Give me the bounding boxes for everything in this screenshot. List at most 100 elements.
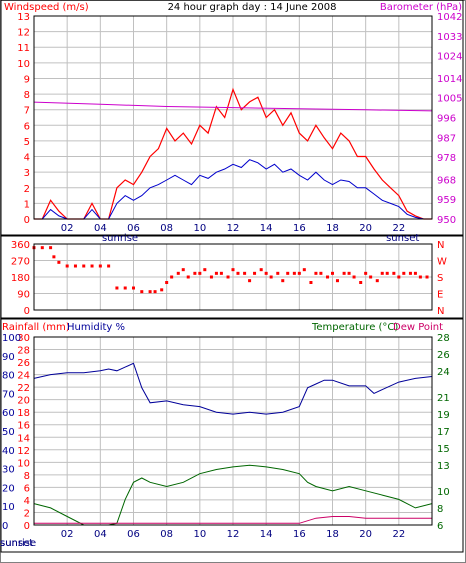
direction-compass-label: E xyxy=(437,290,443,301)
rainfall-tick-label: 18 xyxy=(17,408,30,419)
direction-point xyxy=(140,290,144,294)
temp-x-tick-labels: 02 04 06 08 10 12 14 16 18 20 22 xyxy=(61,529,405,540)
direction-degree-label: 90 xyxy=(17,290,30,301)
wind-tick-label: 5 xyxy=(24,137,30,148)
rainfall-tick-label: 4 xyxy=(24,496,30,507)
temp-x-tick-label: 06 xyxy=(127,529,140,540)
windspeed-axis-label: Windspeed (m/s) xyxy=(4,2,89,13)
wind-tick-label: 9 xyxy=(24,74,30,85)
direction-point xyxy=(123,286,127,290)
direction-series xyxy=(32,246,429,294)
direction-point xyxy=(347,271,351,275)
direction-degree-labels: 360 270 180 90 0 xyxy=(11,240,30,317)
rainfall-tick-label: 24 xyxy=(17,371,30,382)
rainfall-tick-label: 30 xyxy=(17,333,30,344)
temp-x-tick-label: 22 xyxy=(392,529,405,540)
barometer-tick-label: 978 xyxy=(437,153,456,164)
direction-point xyxy=(385,271,389,275)
barometer-tick-label: 1014 xyxy=(437,74,462,85)
wind-x-tick-label: 10 xyxy=(193,223,206,234)
direction-point xyxy=(82,264,86,268)
temperature-tick-label: 17 xyxy=(437,427,450,438)
wind-tick-label: 12 xyxy=(17,28,30,39)
temp-x-tick-label: 08 xyxy=(160,529,173,540)
direction-point xyxy=(364,271,368,275)
wind-x-tick-label: 22 xyxy=(392,223,405,234)
humidity-line xyxy=(33,362,433,415)
temp-x-tick-label: 04 xyxy=(94,529,107,540)
humidity-tick-label: 10 xyxy=(2,502,15,513)
direction-point xyxy=(115,286,119,290)
humidity-tick-label: 70 xyxy=(2,389,15,400)
barometer-axis-label: Barometer (hPa) xyxy=(380,2,462,13)
direction-point xyxy=(397,275,401,279)
direction-point xyxy=(359,281,363,284)
direction-point xyxy=(132,286,135,290)
direction-compass-label: N xyxy=(437,240,444,251)
barometer-tick-label: 950 xyxy=(437,215,456,226)
barometer-tick-label: 1042 xyxy=(437,12,462,23)
barometer-tick-label: 968 xyxy=(437,175,456,186)
rainfall-tick-label: 22 xyxy=(17,383,30,394)
direction-point xyxy=(309,281,313,284)
direction-compass-label: N xyxy=(437,306,444,317)
humidity-tick-label: 20 xyxy=(2,483,15,494)
direction-point xyxy=(331,271,334,275)
wind-x-tick-label: 12 xyxy=(227,223,240,234)
direction-point xyxy=(170,275,174,279)
barometer-tick-label: 1005 xyxy=(437,94,462,105)
temperature-tick-label: 26 xyxy=(437,350,450,361)
middle-panel-frame xyxy=(0,235,464,319)
top-panel-frame xyxy=(0,0,464,236)
direction-point xyxy=(219,271,223,275)
chart-title: 24 hour graph day : 14 June 2008 xyxy=(168,2,337,13)
wind-tick-label: 3 xyxy=(24,168,30,179)
rainfall-tick-label: 12 xyxy=(17,446,30,457)
direction-degree-label: 180 xyxy=(11,273,30,284)
direction-point xyxy=(226,275,230,279)
direction-point xyxy=(292,271,296,275)
wind-tick-label: 2 xyxy=(24,184,30,195)
wind-tick-label: 10 xyxy=(17,59,30,70)
direction-compass-label: W xyxy=(437,257,447,268)
temperature-tick-label: 8 xyxy=(437,504,443,515)
direction-point xyxy=(181,268,185,272)
direction-point xyxy=(259,268,263,272)
temp-x-tick-label: 18 xyxy=(326,529,339,540)
barometer-tick-label: 1033 xyxy=(437,32,462,43)
temp-x-tick-label: 12 xyxy=(227,529,240,540)
direction-point xyxy=(165,281,169,284)
direction-point xyxy=(253,271,257,275)
direction-point xyxy=(90,264,94,268)
humidity-tick-label: 50 xyxy=(2,427,15,438)
direction-point xyxy=(209,275,213,279)
direction-point xyxy=(319,271,323,275)
direction-point xyxy=(302,268,306,272)
humidity-tick-label: 80 xyxy=(2,371,15,382)
temp-x-tick-label: 10 xyxy=(193,529,206,540)
wind-x-tick-label: 06 xyxy=(127,223,140,234)
wind-tick-label: 13 xyxy=(17,12,30,23)
wind-x-tick-label: 16 xyxy=(293,223,306,234)
wind-tick-label: 1 xyxy=(24,199,30,210)
temperature-tick-label: 6 xyxy=(437,521,443,532)
barometer-tick-label: 996 xyxy=(437,114,456,125)
barometer-tick-label: 959 xyxy=(437,195,456,206)
rainfall-tick-label: 8 xyxy=(24,471,30,482)
rainfall-axis-label: Rainfall (mm) xyxy=(2,322,70,333)
humidity-tick-label: 90 xyxy=(2,352,15,363)
direction-point xyxy=(153,290,157,294)
temp-sunrise-label: sunrise xyxy=(0,538,36,549)
direction-point xyxy=(186,275,190,279)
wind-tick-label: 7 xyxy=(24,106,30,117)
wind-sunrise-label: sunrise xyxy=(102,233,138,244)
direction-point xyxy=(107,264,111,268)
direction-point xyxy=(40,246,44,250)
temp-sunset-label: sunset xyxy=(0,538,33,549)
wind-tick-label: 11 xyxy=(17,43,30,54)
wind-x-tick-label: 02 xyxy=(61,223,74,234)
bottom-panel-frame xyxy=(0,318,464,553)
temperature-tick-label: 21 xyxy=(437,393,450,404)
rainfall-tick-label: 14 xyxy=(17,433,30,444)
